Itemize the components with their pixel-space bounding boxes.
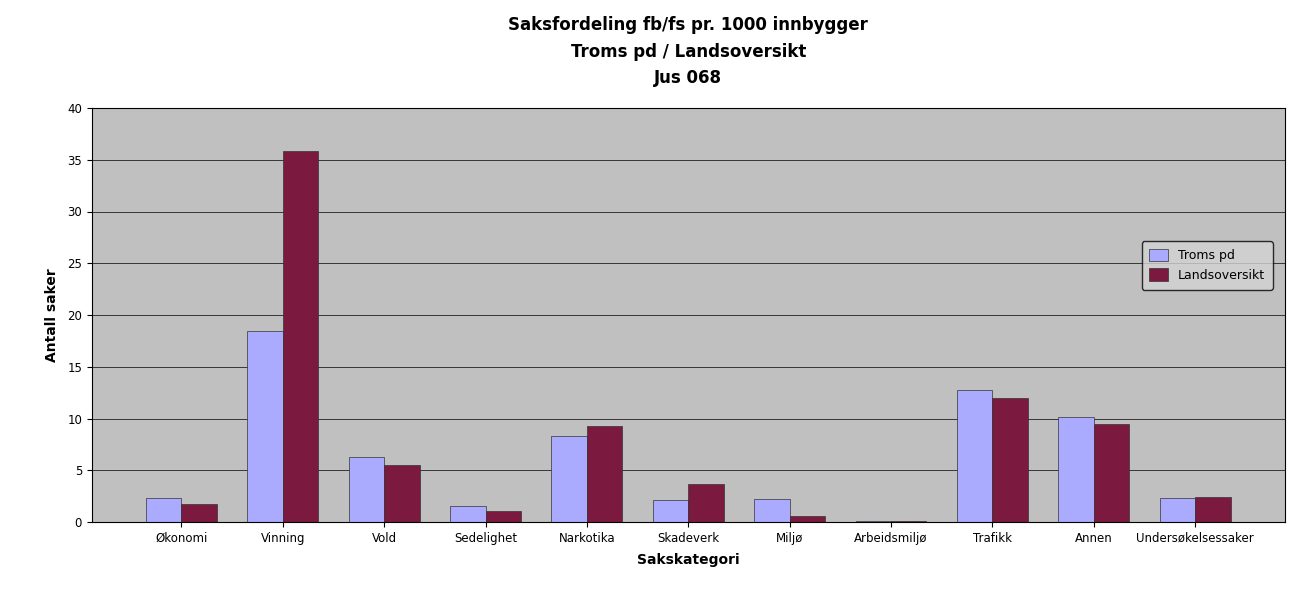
Bar [1093, 424, 1129, 522]
Bar [146, 498, 181, 522]
Bar [552, 436, 587, 522]
Title: Saksfordeling fb/fs pr. 1000 innbygger
Troms pd / Landsoversikt
Jus 068: Saksfordeling fb/fs pr. 1000 innbygger T… [509, 16, 868, 87]
Bar [1058, 418, 1093, 522]
Bar [181, 505, 216, 522]
Bar [384, 465, 420, 522]
X-axis label: Sakskategori: Sakskategori [637, 553, 739, 567]
Bar [450, 506, 485, 522]
Bar [856, 521, 891, 522]
Bar [891, 521, 927, 522]
Bar [688, 484, 724, 522]
Bar [789, 516, 825, 522]
Bar [248, 331, 283, 522]
Bar [1196, 497, 1231, 522]
Bar [349, 457, 384, 522]
Bar [957, 389, 992, 522]
Y-axis label: Antall saker: Antall saker [45, 268, 59, 362]
Bar [1160, 498, 1196, 522]
Bar [754, 499, 789, 522]
Bar [587, 426, 623, 522]
Bar [283, 151, 319, 522]
Bar [653, 500, 688, 522]
Bar [992, 398, 1028, 522]
Legend: Troms pd, Landsoversikt: Troms pd, Landsoversikt [1142, 241, 1273, 290]
Bar [485, 511, 520, 522]
